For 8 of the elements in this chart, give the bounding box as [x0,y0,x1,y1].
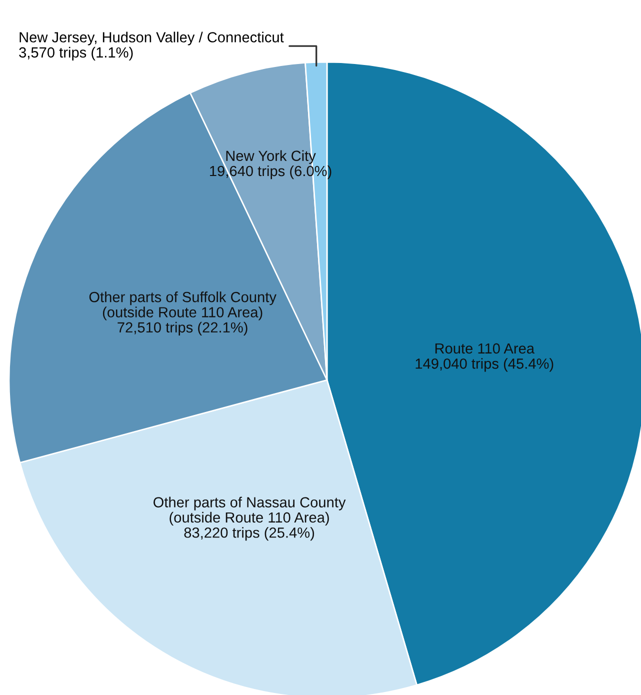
data-label: 72,510 trips (22.1%) [118,322,248,336]
data-label: 3,570 trips (1.1%) [19,46,133,60]
slice-label: Other parts of Nassau County (outside Route 110 Area) [154,496,346,526]
slice-label: Route 110 Area [435,343,535,354]
slice-label: Other parts of Suffolk County (outside Route 110 Area) [89,292,276,320]
data-label: 149,040 trips (45.4%) [416,358,554,372]
data-label: 83,220 trips (25.4%) [184,527,314,541]
slice-label: New Jersey, Hudson Valley / Connecticut [20,32,284,46]
